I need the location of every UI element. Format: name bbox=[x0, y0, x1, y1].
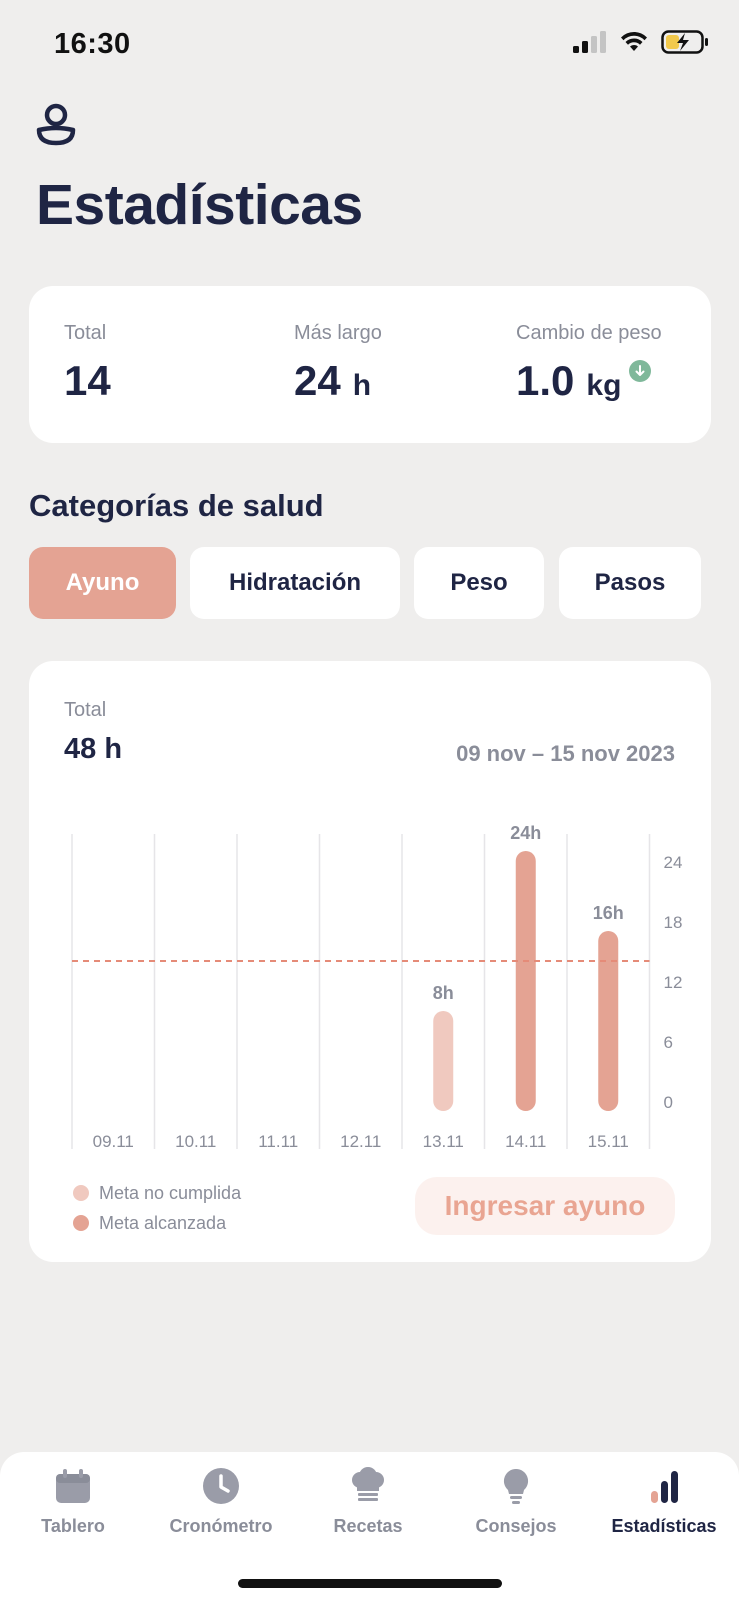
clock-icon bbox=[203, 1468, 239, 1504]
summary-weight-value: 1.0 kg bbox=[516, 357, 662, 405]
nav-label-estadisticas: Estadísticas bbox=[611, 1516, 717, 1536]
summary-weight-unit: kg bbox=[586, 369, 622, 402]
summary-longest: Más largo 24 h bbox=[294, 322, 382, 405]
y-tick-label: 18 bbox=[664, 913, 683, 932]
bottom-nav: Tablero Cronómetro Recetas Consejos bbox=[0, 1452, 739, 1600]
summary-weight-number: 1.0 bbox=[516, 357, 575, 404]
legend-label-not-met: Meta no cumplida bbox=[99, 1182, 242, 1203]
summary-longest-value: 24 h bbox=[294, 357, 382, 405]
status-bar: 16:30 bbox=[0, 0, 739, 90]
summary-weight-label: Cambio de peso bbox=[516, 322, 662, 344]
chart-total-value: 48 h bbox=[64, 733, 123, 765]
home-indicator bbox=[238, 1579, 502, 1588]
summary-total-value: 14 bbox=[64, 357, 111, 405]
x-tick-label: 11.11 bbox=[258, 1132, 298, 1151]
lightbulb-icon bbox=[503, 1468, 529, 1504]
nav-label-recetas: Recetas bbox=[333, 1516, 403, 1536]
nav-item-tablero[interactable]: Tablero bbox=[3, 1466, 143, 1537]
x-tick-label: 15.11 bbox=[588, 1132, 629, 1151]
chart-bar bbox=[515, 851, 536, 1111]
summary-longest-label: Más largo bbox=[294, 322, 382, 344]
legend-label-met: Meta alcanzada bbox=[99, 1212, 227, 1233]
tab-pasos[interactable]: Pasos bbox=[559, 547, 701, 619]
tab-peso[interactable]: Peso bbox=[414, 547, 544, 619]
x-tick-label: 14.11 bbox=[505, 1132, 546, 1151]
chart-legend: Meta no cumplida Meta alcanzada bbox=[73, 1178, 241, 1238]
y-tick-label: 24 bbox=[664, 853, 683, 872]
chef-hat-icon bbox=[352, 1467, 384, 1501]
chart-bar bbox=[433, 1011, 454, 1111]
add-fast-button[interactable]: Ingresar ayuno bbox=[415, 1177, 675, 1235]
bar-value-label: 24h bbox=[510, 823, 541, 843]
legend-dot-met bbox=[73, 1215, 89, 1231]
summary-total: Total 14 bbox=[64, 322, 111, 405]
chart-total-label: Total bbox=[64, 699, 107, 721]
x-tick-label: 09.11 bbox=[93, 1132, 134, 1151]
nav-item-estadisticas[interactable]: Estadísticas bbox=[594, 1466, 734, 1537]
legend-item-not-met: Meta no cumplida bbox=[73, 1178, 241, 1208]
signal-icon bbox=[573, 31, 606, 53]
chart-bar bbox=[598, 931, 619, 1111]
arrow-down-icon bbox=[629, 360, 652, 382]
summary-longest-number: 24 bbox=[294, 357, 341, 404]
x-tick-label: 12.11 bbox=[340, 1132, 381, 1151]
status-icons bbox=[573, 30, 709, 54]
nav-item-recetas[interactable]: Recetas bbox=[298, 1466, 438, 1537]
wifi-icon bbox=[621, 31, 647, 51]
category-tabs: Ayuno Hidratación Peso Pasos bbox=[0, 547, 739, 619]
summary-total-number: 14 bbox=[64, 357, 111, 404]
chart-card: Total 48 h 09 nov – 15 nov 2023 0 6 12 18 24… bbox=[29, 661, 711, 1262]
legend-item-met: Meta alcanzada bbox=[73, 1208, 241, 1238]
bar-value-label: 8h bbox=[433, 983, 454, 1003]
bar-chart-icon bbox=[651, 1471, 678, 1503]
bar-value-label: 16h bbox=[593, 903, 624, 923]
y-tick-label: 0 bbox=[664, 1093, 673, 1112]
x-tick-label: 13.11 bbox=[423, 1132, 464, 1151]
summary-total-label: Total bbox=[64, 322, 107, 344]
battery-charging-icon bbox=[661, 30, 708, 54]
fasting-bar-chart: 0 6 12 18 24 09.11 10.11 11.11 12.11 13.11 14.11 15… bbox=[71, 823, 683, 1151]
tab-ayuno[interactable]: Ayuno bbox=[29, 547, 176, 619]
tab-hidratacion[interactable]: Hidratación bbox=[190, 547, 400, 619]
nav-label-consejos: Consejos bbox=[475, 1516, 557, 1536]
page-title: Estadísticas bbox=[36, 173, 363, 237]
summary-card: Total 14 Más largo 24 h Cambio de peso 1… bbox=[29, 286, 711, 443]
section-title: Categorías de salud bbox=[29, 488, 324, 523]
nav-label-tablero: Tablero bbox=[41, 1516, 105, 1536]
status-time: 16:30 bbox=[54, 28, 131, 60]
profile-icon[interactable] bbox=[36, 102, 76, 146]
legend-dot-not-met bbox=[73, 1185, 89, 1201]
summary-longest-unit: h bbox=[352, 369, 372, 402]
summary-weight: Cambio de peso 1.0 kg bbox=[516, 322, 662, 405]
nav-item-cronometro[interactable]: Cronómetro bbox=[151, 1466, 291, 1537]
nav-item-consejos[interactable]: Consejos bbox=[446, 1466, 586, 1537]
y-tick-label: 12 bbox=[664, 973, 683, 992]
calendar-icon bbox=[56, 1469, 90, 1503]
y-tick-label: 6 bbox=[664, 1033, 673, 1052]
x-tick-label: 10.11 bbox=[175, 1132, 216, 1151]
chart-date-range: 09 nov – 15 nov 2023 bbox=[456, 741, 675, 766]
nav-label-cronometro: Cronómetro bbox=[169, 1516, 273, 1536]
